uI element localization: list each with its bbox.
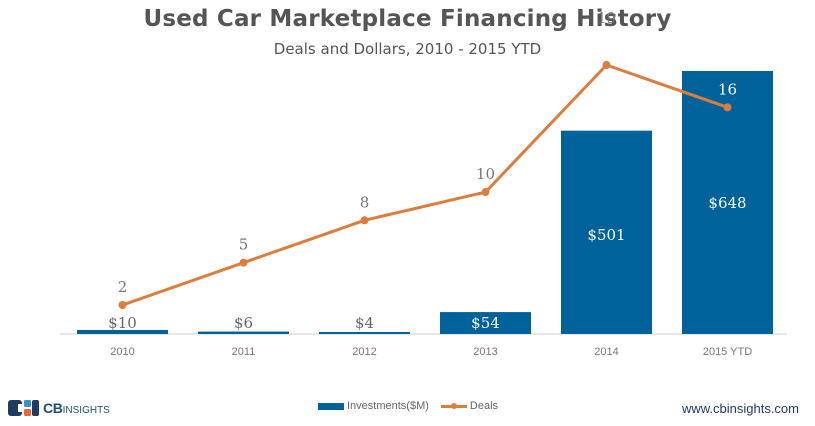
chart-subtitle: Deals and Dollars, 2010 - 2015 YTD: [273, 40, 542, 58]
deals-point: [360, 216, 369, 225]
deals-value-label: 5: [239, 236, 249, 254]
deals-point: [723, 103, 732, 112]
legend-investments-swatch: [318, 402, 344, 410]
deals-labels-group: 2 5 8 10 19 16: [118, 9, 737, 296]
bar-value-label: $501: [587, 226, 625, 244]
cb-logo-icon: [8, 400, 39, 416]
bar-value-label: $4: [355, 314, 374, 332]
chart-legend: Investments($M) Deals: [318, 400, 498, 412]
bar-value-label: $6: [234, 314, 253, 332]
legend-investments-label: Investments($M): [347, 400, 429, 412]
deals-value-label: 2: [118, 278, 128, 296]
bar-2015-ytd: [682, 71, 773, 334]
bars-group: [77, 71, 773, 334]
x-tick-label: 2011: [232, 346, 256, 358]
deals-point: [602, 61, 611, 69]
deals-value-label: 16: [718, 80, 737, 98]
cb-insights-logo: CBINSIGHTS: [8, 397, 110, 419]
deals-line: [122, 63, 728, 307]
bar-value-label: $648: [708, 194, 746, 212]
logo-insights-text: INSIGHTS: [62, 405, 110, 416]
logo-cb-text: CB: [43, 400, 63, 416]
bar-value-label: $54: [471, 314, 500, 332]
x-tick-labels-group: 2010 2011 2012 2013 2014 2015 YTD: [110, 346, 752, 358]
source-url: www.cbinsights.com: [681, 401, 799, 416]
chart-title: Used Car Marketplace Financing History: [143, 6, 672, 32]
bar-2012: [319, 332, 410, 334]
x-tick-label: 2014: [594, 346, 618, 358]
bar-2010: [77, 329, 168, 334]
deals-value-label: 19: [597, 9, 616, 27]
bar-value-label: $10: [108, 314, 137, 332]
logo-wordmark: CBINSIGHTS: [43, 400, 110, 416]
bar-labels-group: $10 $6 $4 $54 $501 $648: [108, 194, 746, 332]
bar-2014: [561, 130, 652, 334]
x-tick-label: 2010: [110, 346, 134, 358]
deals-point: [481, 188, 490, 197]
x-tick-label: 2015 YTD: [703, 346, 752, 358]
deals-point: [239, 258, 248, 267]
legend-deals-swatch: [440, 402, 467, 410]
deals-point: [118, 301, 127, 309]
bar-2013: [440, 312, 531, 334]
deals-value-label: 10: [476, 165, 495, 183]
deals-value-label: 8: [360, 193, 370, 211]
x-tick-label: 2012: [352, 346, 376, 358]
legend-deals-label: Deals: [469, 400, 499, 412]
x-tick-label: 2013: [473, 346, 497, 358]
deals-line-group: [118, 61, 732, 309]
bar-2011: [198, 331, 289, 334]
